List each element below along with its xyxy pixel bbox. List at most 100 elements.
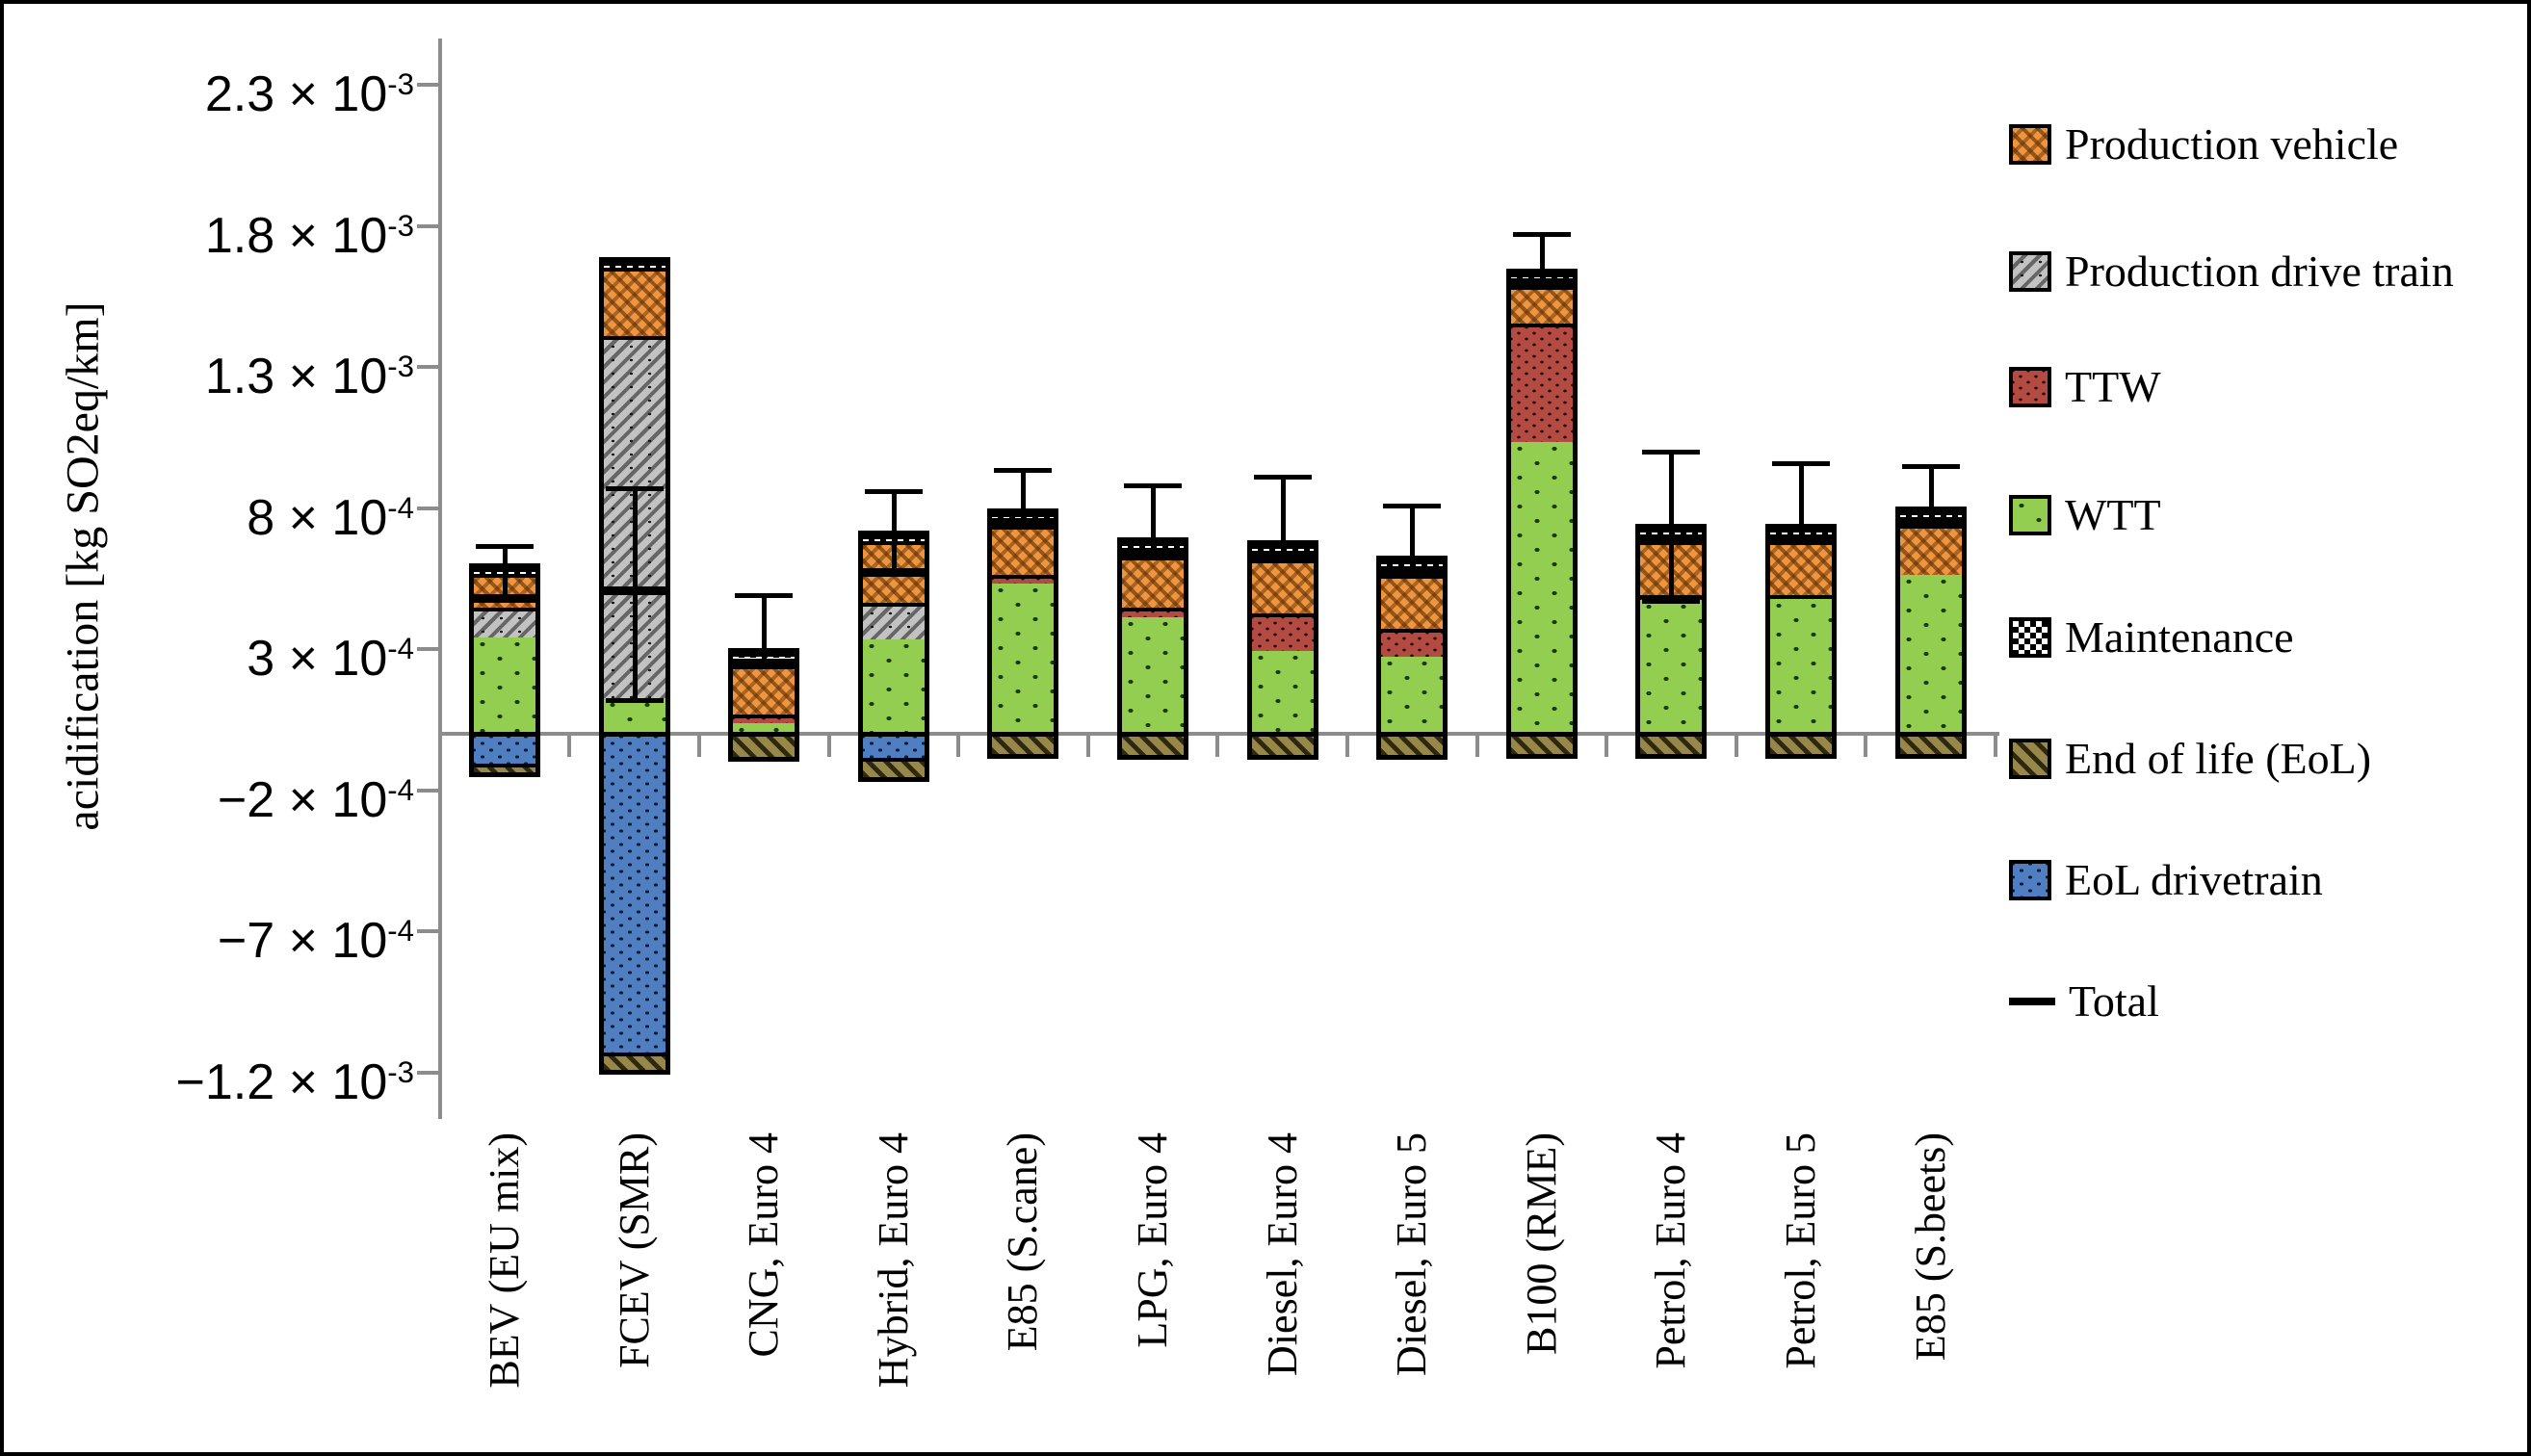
bar-negative-lpg-euro-4 [1117, 732, 1188, 761]
segment-end_of_life [862, 757, 925, 778]
y-tick-label-base: −2 × 10 [217, 771, 388, 828]
total-marker-b100-rme [1505, 281, 1578, 291]
segment-production_vehicle [1899, 516, 1962, 576]
category-label-e85-s-cane: E85 (S.cane) [999, 1132, 1047, 1352]
error-bar-top-cap [476, 544, 534, 550]
x-axis-tick [1864, 734, 1868, 757]
legend-label: TTW [2065, 362, 2161, 411]
legend-item-maintenance: Maintenance [2009, 609, 2485, 666]
segment-wtt [1122, 617, 1184, 739]
bar-negative-cng-euro-4 [728, 732, 800, 762]
segment-production_vehicle [1251, 551, 1314, 613]
segment-wtt [992, 583, 1055, 739]
x-axis-tick [1474, 734, 1479, 757]
error-bar-top-cap [994, 468, 1053, 474]
category-label-cng-euro-4: CNG, Euro 4 [740, 1132, 788, 1358]
production-drive-train-swatch-icon [2009, 251, 2051, 292]
error-bar-bottom-cap [1642, 599, 1701, 605]
x-axis-tick [1344, 734, 1349, 757]
end-of-life-swatch-icon [2009, 739, 2051, 779]
bar-positive-lpg-euro-4 [1117, 537, 1188, 743]
legend-label: Production vehicle [2065, 119, 2399, 169]
bar-negative-petrol-euro-4 [1635, 732, 1708, 759]
legend: Production vehicle Production drive trai… [2009, 0, 2529, 1456]
y-tick-label: −2 × 10-4 [125, 757, 414, 834]
total-marker-e85-s-beets [1894, 519, 1967, 529]
segment-wtt [1510, 442, 1573, 739]
category-label-petrol-euro-5: Petrol, Euro 5 [1777, 1132, 1824, 1369]
error-bar-top-cap [864, 489, 923, 495]
y-tick-label-exponent: -3 [387, 208, 414, 243]
error-bar-diesel-euro-5 [1410, 505, 1416, 575]
total-dash-icon [2009, 998, 2055, 1005]
ttw-swatch-icon [2009, 367, 2051, 407]
legend-item-wtt: WTT [2009, 486, 2485, 544]
x-axis-tick [567, 734, 572, 757]
bar-positive-e85-s-cane [987, 507, 1059, 743]
total-marker-e85-s-cane [987, 521, 1059, 531]
y-axis-tick [417, 506, 440, 510]
y-tick-label: 8 × 10-4 [125, 475, 414, 552]
y-tick-label-exponent: -3 [387, 1054, 414, 1089]
segment-production_vehicle [992, 518, 1055, 576]
x-axis-tick [1215, 734, 1220, 757]
segment-ttw [1251, 612, 1314, 652]
error-bar-cng-euro-4 [762, 595, 768, 665]
segment-end_of_life [474, 763, 535, 772]
error-bar-e85-s-beets [1928, 465, 1934, 524]
y-axis-tick [417, 223, 440, 228]
y-tick-label: 1.8 × 10-3 [125, 193, 414, 270]
y-tick-label-base: 2.3 × 10 [204, 66, 388, 123]
y-axis-tick [417, 83, 440, 88]
segment-end_of_life [1640, 737, 1703, 754]
y-axis-tick [417, 788, 440, 793]
segment-wtt [1640, 600, 1703, 739]
x-axis-tick [1605, 734, 1609, 757]
error-bar-bottom-cap [605, 697, 664, 703]
segment-ttw [733, 715, 796, 723]
y-tick-label: −7 × 10-4 [125, 897, 414, 975]
error-bar-petrol-euro-4 [1669, 452, 1675, 602]
error-bar-diesel-euro-4 [1280, 477, 1286, 559]
segment-wtt [1899, 575, 1962, 739]
segment-maintenance [603, 261, 665, 268]
error-bar-lpg-euro-4 [1151, 485, 1156, 557]
bar-negative-bev-eu-mix [469, 732, 540, 777]
segment-ttw [1381, 628, 1444, 658]
legend-item-eol-drivetrain: EoL drivetrain [2009, 851, 2485, 909]
error-bar-top-cap [1253, 475, 1312, 481]
error-bar-top-cap [1772, 460, 1830, 466]
error-bar-top-cap [1512, 232, 1571, 238]
wtt-swatch-icon [2009, 495, 2051, 535]
y-axis-title: acidification [kg SO2eq/km] [57, 301, 109, 831]
x-axis-tick [826, 734, 831, 757]
y-tick-label: −1.2 × 10-3 [125, 1039, 415, 1116]
segment-ttw [992, 575, 1055, 584]
error-bar-petrol-euro-5 [1799, 462, 1804, 541]
error-bar-top-cap [1901, 463, 1960, 469]
y-tick-label-exponent: -4 [387, 772, 414, 807]
error-bar-top-cap [605, 486, 664, 492]
error-bar-top-cap [735, 593, 794, 599]
segment-end_of_life [1381, 737, 1444, 756]
legend-item-ttw: TTW [2009, 358, 2485, 416]
segment-wtt [1770, 598, 1832, 739]
bar-negative-fcev-smr [598, 732, 670, 1075]
category-label-e85-s-beets: E85 (S.beets) [1906, 1132, 1954, 1362]
legend-label: Production drive train [2065, 247, 2454, 296]
y-tick-label-exponent: -4 [387, 914, 414, 949]
category-label-lpg-euro-4: LPG, Euro 4 [1129, 1132, 1176, 1348]
segment-end_of_life [733, 737, 796, 757]
legend-label: EoL drivetrain [2065, 855, 2323, 904]
y-axis-tick [417, 1070, 440, 1075]
error-bar-top-cap [1124, 483, 1182, 489]
segment-eol_drivetrain [862, 737, 925, 758]
segment-wtt [603, 697, 665, 739]
segment-production_drive_train [474, 607, 535, 637]
segment-wtt [862, 639, 925, 739]
y-axis-tick [417, 647, 440, 652]
legend-item-production-vehicle: Production vehicle [2009, 116, 2485, 173]
y-tick-label-base: −1.2 × 10 [175, 1053, 388, 1110]
legend-item-end-of-life: End of life (EoL) [2009, 730, 2485, 788]
